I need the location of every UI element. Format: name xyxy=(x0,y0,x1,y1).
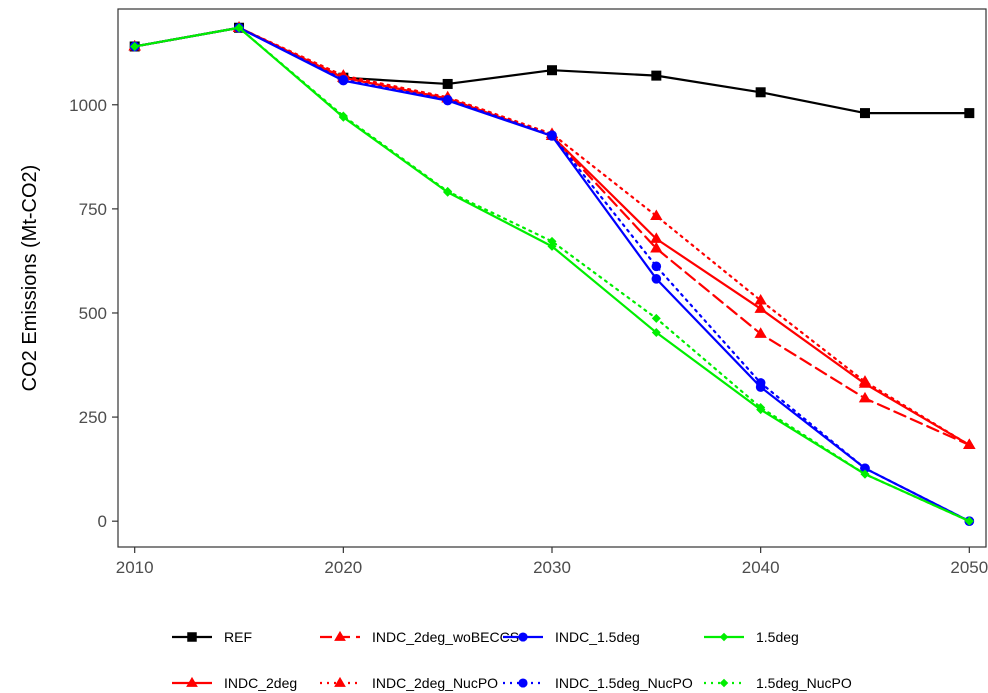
data-point xyxy=(754,302,767,313)
x-tick-label: 2010 xyxy=(116,558,154,577)
legend-item-1.5deg: 1.5deg xyxy=(704,629,799,645)
data-point xyxy=(651,70,662,81)
series-line xyxy=(133,26,971,447)
data-point xyxy=(650,232,663,243)
legend-item-INDC_2deg_NucPO: INDC_2deg_NucPO xyxy=(320,675,498,691)
data-point xyxy=(755,378,766,388)
legend-label: 1.5deg_NucPO xyxy=(756,675,852,691)
legend-marker xyxy=(334,630,346,641)
data-point xyxy=(234,23,244,33)
data-point xyxy=(860,463,870,474)
data-point xyxy=(651,328,661,338)
data-point xyxy=(547,236,557,246)
legend-marker xyxy=(186,676,198,687)
y-axis-title: CO2 Emissions (Mt-CO2) xyxy=(19,165,41,392)
data-point xyxy=(651,261,662,272)
x-tick-label: 2050 xyxy=(950,558,988,577)
data-point xyxy=(860,469,870,479)
data-point xyxy=(547,65,557,76)
legend-marker xyxy=(518,678,528,688)
data-point xyxy=(651,274,662,284)
data-point xyxy=(650,209,663,220)
legend-label: INDC_1.5deg_NucPO xyxy=(555,675,693,691)
data-point xyxy=(547,130,557,140)
data-point xyxy=(651,313,661,323)
legend-label: 1.5deg xyxy=(756,629,799,645)
legend-marker xyxy=(719,632,729,642)
legend-item-INDC_2deg: INDC_2deg xyxy=(172,675,297,691)
legend-marker xyxy=(187,632,197,642)
legend-item-INDC_2deg_woBECCS: INDC_2deg_woBECCS xyxy=(320,629,519,645)
y-tick-label: 1000 xyxy=(69,96,107,115)
legend-item-REF: REF xyxy=(172,629,252,645)
data-point xyxy=(964,516,974,526)
legend-label: INDC_2deg_woBECCS xyxy=(372,629,519,645)
data-point xyxy=(859,108,870,119)
legend-label: INDC_2deg_NucPO xyxy=(372,675,498,691)
y-tick-label: 500 xyxy=(79,304,107,323)
x-tick-label: 2030 xyxy=(533,558,571,577)
data-point xyxy=(338,74,349,85)
data-point xyxy=(442,78,453,89)
legend-marker xyxy=(334,676,346,687)
x-tick-label: 2040 xyxy=(742,558,780,577)
data-point xyxy=(756,403,766,413)
data-point xyxy=(650,241,663,253)
y-tick-label: 0 xyxy=(98,512,107,531)
legend-item-INDC_1.5deg: INDC_1.5deg xyxy=(503,629,640,645)
data-point xyxy=(963,438,976,450)
legend-label: INDC_1.5deg xyxy=(555,629,640,645)
data-point xyxy=(964,108,975,119)
legend-marker xyxy=(518,632,528,642)
data-point xyxy=(754,327,767,338)
data-point xyxy=(858,391,872,403)
x-tick-label: 2020 xyxy=(324,558,362,577)
data-point xyxy=(130,41,140,51)
y-tick-label: 250 xyxy=(79,408,107,427)
legend-item-INDC_1.5deg_NucPO: INDC_1.5deg_NucPO xyxy=(503,675,693,691)
data-point xyxy=(755,87,766,98)
legend-marker xyxy=(719,678,729,688)
legend-label: REF xyxy=(224,629,252,645)
y-tick-label: 750 xyxy=(79,200,107,219)
data-point xyxy=(754,293,767,305)
legend: REF INDC_2deg_woBECCS INDC_1.5deg 1.5deg IND… xyxy=(172,629,852,691)
series-layer xyxy=(128,21,976,526)
data-point xyxy=(443,186,453,196)
legend-item-1.5deg_NucPO: 1.5deg_NucPO xyxy=(704,675,852,691)
series-1.5deg_NucPO xyxy=(130,23,974,526)
data-point xyxy=(858,375,872,386)
data-point xyxy=(338,111,348,121)
series-line xyxy=(133,26,971,523)
data-point xyxy=(442,94,453,105)
legend-label: INDC_2deg xyxy=(224,675,297,691)
axis-layer: 2010 2020 2030 2040 2050 0 250 500 750 1000 xyxy=(69,96,988,577)
